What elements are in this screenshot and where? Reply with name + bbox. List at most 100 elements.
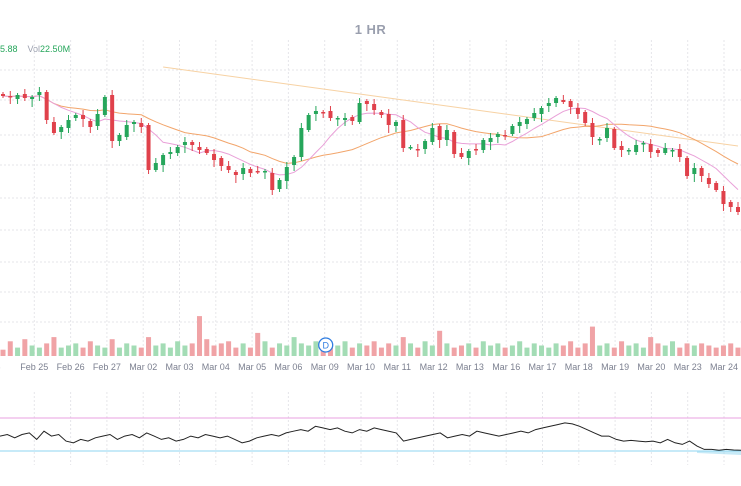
x-axis-label: Mar 11 <box>384 362 411 372</box>
candle-body <box>524 119 529 124</box>
candle-body <box>670 150 675 152</box>
candle-body <box>699 168 704 176</box>
candle-body <box>605 128 610 138</box>
volume-bar <box>378 347 384 356</box>
volume-bar <box>44 343 50 356</box>
volume-bar <box>517 341 523 356</box>
volume-bar <box>73 343 79 356</box>
volume-bar <box>364 345 370 356</box>
candle-body <box>270 173 275 190</box>
candle-body <box>15 95 20 99</box>
volume-bar <box>575 347 581 356</box>
volume-bar <box>611 347 617 356</box>
ma-fast-line <box>2 95 739 190</box>
candle-body <box>37 92 42 95</box>
volume-bar <box>400 337 406 356</box>
volume-bar <box>466 343 472 356</box>
volume-bar <box>720 345 726 356</box>
candle-body <box>248 169 253 173</box>
x-axis-label: Mar 20 <box>637 362 665 372</box>
x-axis-label: Mar 10 <box>347 362 375 372</box>
candle-body <box>343 118 348 120</box>
candle-body <box>626 150 631 152</box>
volume-bar <box>480 341 486 356</box>
x-axis-labels: 5 Feb 25 Feb 26 Feb 27 Mar 02 Mar 03 Mar 04 Mar… <box>0 362 738 372</box>
volume-bar <box>306 345 312 356</box>
dividend-marker[interactable]: D <box>318 337 334 353</box>
volume-bar <box>211 345 217 356</box>
candle-body <box>197 147 202 150</box>
volume-bar <box>342 341 348 356</box>
oscillator-panel <box>0 417 741 455</box>
volume-bar <box>182 345 188 356</box>
candle-body <box>459 153 464 157</box>
volume-bar <box>539 345 545 356</box>
volume-bar <box>509 345 515 356</box>
candle-body <box>655 150 660 153</box>
volume-bar <box>277 343 283 356</box>
volume-bar <box>196 316 202 356</box>
candle-body <box>685 158 690 176</box>
price-legend: 5.88 Vol22.50M <box>0 44 70 54</box>
candle-body <box>481 140 486 150</box>
x-axis-label: Mar 23 <box>674 362 702 372</box>
volume-bar <box>138 347 144 356</box>
candle-body <box>22 94 27 98</box>
volume-bar <box>393 345 399 356</box>
candle-body <box>124 125 129 137</box>
x-axis-label: Mar 13 <box>456 362 484 372</box>
volume-bar <box>604 343 610 356</box>
volume-bar <box>124 343 130 356</box>
candle-body <box>546 103 551 106</box>
volume-bar <box>371 341 377 356</box>
candle-body <box>393 122 398 126</box>
volume-bar <box>495 343 501 356</box>
moving-averages <box>2 66 739 190</box>
volume-bar <box>451 347 457 356</box>
x-axis-label: Mar 09 <box>311 362 339 372</box>
candle-body <box>597 139 602 141</box>
dividend-marker-circle[interactable] <box>318 337 334 353</box>
volume-bar <box>189 343 195 356</box>
candle-body <box>241 168 246 174</box>
candle-body <box>51 122 56 133</box>
volume-bar <box>22 339 28 356</box>
candle-body <box>1 94 5 96</box>
candle-body <box>182 142 187 145</box>
candle-body <box>728 202 733 207</box>
candle-body <box>503 135 508 137</box>
x-axis-label: Mar 12 <box>420 362 448 372</box>
volume-bar <box>102 347 108 356</box>
volume-bar <box>51 337 57 356</box>
x-axis-label: Feb 25 <box>20 362 48 372</box>
candle-body <box>277 180 282 189</box>
candle-body <box>677 149 682 157</box>
candle-body <box>488 138 493 142</box>
candle-body <box>575 108 580 114</box>
volume-bar <box>706 345 712 356</box>
candle-body <box>568 101 573 107</box>
candle-body <box>590 123 595 137</box>
x-axis-label: Mar 17 <box>528 362 556 372</box>
volume-bar <box>655 343 661 356</box>
volume-bar <box>589 326 595 356</box>
volume-bar <box>684 343 690 356</box>
x-axis-label: Mar 16 <box>492 362 520 372</box>
dividend-marker-label: D <box>322 340 329 350</box>
volume-bar <box>422 341 428 356</box>
candle-body <box>88 121 93 127</box>
candle-body <box>634 145 639 152</box>
candle-body <box>161 155 166 165</box>
ma-slow-line <box>163 66 739 147</box>
candle-body <box>139 123 144 127</box>
volume-bar <box>415 347 421 356</box>
candle-body <box>386 114 391 125</box>
candle-body <box>284 167 289 181</box>
candle-body <box>474 149 479 151</box>
candle-body <box>372 104 377 110</box>
candle-body <box>73 115 78 118</box>
candle-body <box>306 115 311 130</box>
volume-bar <box>626 345 632 356</box>
x-axis-label: Mar 19 <box>601 362 629 372</box>
